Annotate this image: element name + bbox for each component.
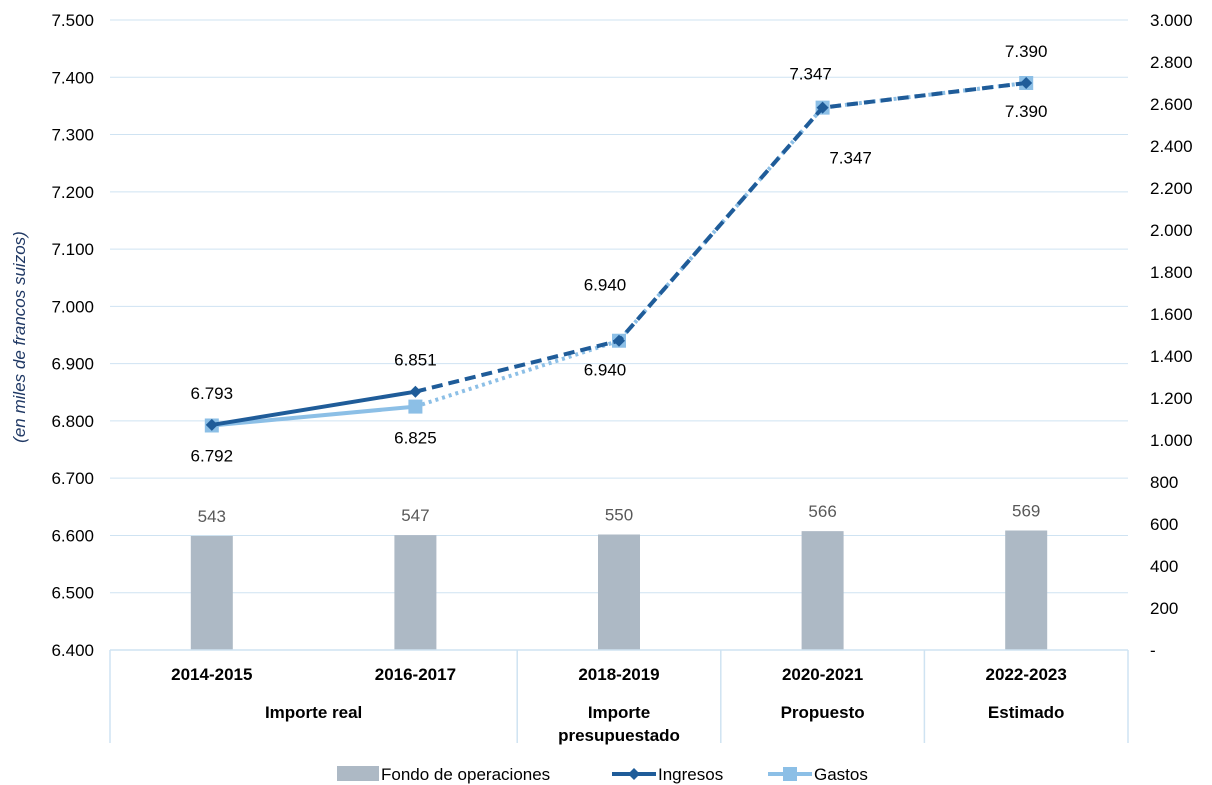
y-left-tick-label: 6.800 [51, 412, 94, 431]
series-line-ingresos [211, 389, 416, 427]
y-right-tick-label: 1.400 [1150, 347, 1193, 366]
y-left-tick-label: 6.400 [51, 641, 94, 660]
x-group-label: Importe [588, 703, 650, 722]
y-right-tick-label: 1.200 [1150, 389, 1193, 408]
x-category-label: 2016-2017 [375, 665, 456, 684]
point-ingresos [613, 334, 625, 347]
y-left-tick-label: 7.400 [51, 68, 94, 87]
y-left-tick-label: 7.500 [51, 11, 94, 30]
y-right-tick-label: 2.400 [1150, 137, 1193, 156]
gastos-value-label: 6.940 [584, 361, 627, 380]
gastos-value-label: 7.347 [829, 149, 872, 168]
x-group-label: Estimado [988, 703, 1065, 722]
y-right-tick-label: 2.000 [1150, 221, 1193, 240]
y-right-tick-label: 2.600 [1150, 95, 1193, 114]
y-right-tick-label: 1.800 [1150, 263, 1193, 282]
y-axis-title: (en miles de francos suizos) [10, 231, 29, 443]
y-right-tick-label: 600 [1150, 515, 1178, 534]
line-series [204, 76, 1034, 433]
bar-value-label: 547 [401, 506, 429, 525]
legend-label-ingresos: Ingresos [658, 765, 723, 784]
y-left-tick-label: 6.900 [51, 355, 94, 374]
y-right-tick-label: 800 [1150, 473, 1178, 492]
bar [190, 535, 233, 650]
point-ingresos [816, 101, 829, 114]
x-category-label: 2022-2023 [986, 665, 1067, 684]
y-right-tick-label: 1.600 [1150, 305, 1193, 324]
point-ingresos [409, 385, 422, 398]
y-left-tick-label: 6.700 [51, 469, 94, 488]
legend-label-fondo: Fondo de operaciones [381, 765, 550, 784]
series-line-projected-ingresos [414, 81, 1027, 394]
bar-value-label: 569 [1012, 502, 1040, 521]
series-line-projected-gastos [414, 81, 1027, 409]
series-line-gastos [211, 404, 416, 428]
y-right-tick-label: 1.000 [1150, 431, 1193, 450]
bar-value-label: 550 [605, 506, 633, 525]
legend-label-gastos: Gastos [814, 765, 868, 784]
y-right-tick-label: 2.800 [1150, 53, 1193, 72]
data-labels: 543 547 550 566 569 6.793 6.851 6.940 7.347 7.390… [191, 42, 1048, 526]
y-left-tick-label: 7.000 [51, 297, 94, 316]
y-right-tick-label: 2.200 [1150, 179, 1193, 198]
ingresos-value-label: 7.390 [1005, 42, 1048, 61]
y-left-tick-label: 7.300 [51, 126, 94, 145]
bar [801, 531, 844, 650]
bar [598, 534, 640, 650]
y-right-tick-label: - [1150, 641, 1156, 660]
x-category-label: 2018-2019 [578, 665, 659, 684]
ingresos-value-label: 7.347 [789, 65, 832, 84]
gastos-value-label: 7.390 [1005, 102, 1048, 121]
gridlines [110, 19, 1128, 594]
axes: 6.400 6.500 6.600 6.700 6.800 6.900 7.000 7.100… [51, 11, 1192, 745]
legend-marker-gastos [783, 767, 797, 781]
legend: Fondo de operaciones Ingresos Gastos [337, 765, 868, 784]
x-category-label: 2014-2015 [171, 665, 252, 684]
y-right-tick-label: 3.000 [1150, 11, 1193, 30]
bar-series [190, 530, 1048, 650]
x-group-label: Importe real [265, 703, 362, 722]
point-ingresos [205, 418, 218, 431]
y-right-tick-label: 400 [1150, 557, 1178, 576]
gastos-value-label: 6.825 [394, 429, 437, 448]
ingresos-value-label: 6.940 [584, 276, 627, 295]
point-gastos [408, 399, 423, 414]
y-left-tick-label: 6.500 [51, 584, 94, 603]
x-group-label: Propuesto [781, 703, 865, 722]
y-right-tick-label: 200 [1150, 599, 1178, 618]
x-category-label: 2020-2021 [782, 665, 863, 684]
ingresos-value-label: 6.793 [191, 384, 234, 403]
ingresos-value-label: 6.851 [394, 351, 437, 370]
gastos-value-label: 6.792 [191, 446, 234, 465]
legend-swatch-fondo [337, 766, 379, 781]
x-group-label: presupuestado [558, 726, 680, 745]
point-ingresos [1020, 77, 1033, 89]
bar [394, 535, 437, 650]
y-left-tick-label: 6.600 [51, 526, 94, 545]
bar-value-label: 566 [808, 502, 836, 521]
y-left-tick-label: 7.200 [51, 183, 94, 202]
y-left-tick-label: 7.100 [51, 240, 94, 259]
bar-value-label: 543 [198, 507, 226, 526]
bar [1005, 530, 1048, 650]
legend-marker-ingresos [628, 768, 640, 780]
